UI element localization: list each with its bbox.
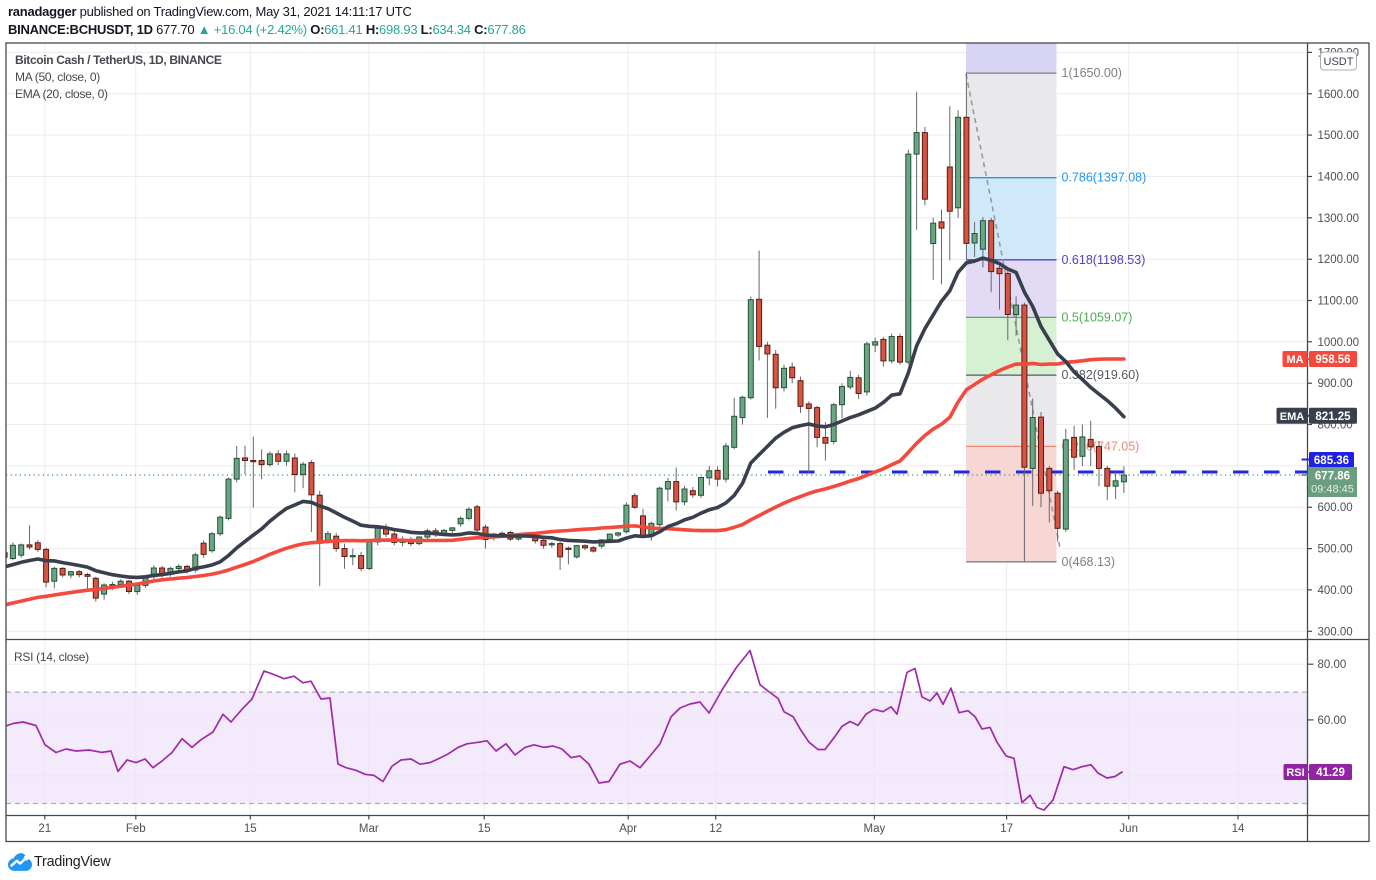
- svg-text:EMA (20, close, 0): EMA (20, close, 0): [15, 87, 108, 101]
- svg-text:400.00: 400.00: [1318, 585, 1353, 597]
- svg-text:1400.00: 1400.00: [1318, 172, 1360, 184]
- svg-text:1(1650.00): 1(1650.00): [1062, 66, 1122, 80]
- svg-text:RSI (14, close): RSI (14, close): [14, 650, 89, 664]
- svg-text:1300.00: 1300.00: [1318, 213, 1360, 225]
- svg-text:1600.00: 1600.00: [1318, 89, 1360, 101]
- svg-text:677.86: 677.86: [1315, 471, 1350, 483]
- svg-text:958.56: 958.56: [1315, 354, 1350, 366]
- svg-text:500.00: 500.00: [1318, 544, 1353, 556]
- svg-text:Jun: Jun: [1119, 823, 1138, 835]
- svg-text:MA (50, close, 0): MA (50, close, 0): [15, 70, 100, 84]
- svg-text:0(468.13): 0(468.13): [1062, 555, 1116, 569]
- svg-text:Apr: Apr: [619, 823, 637, 835]
- svg-text:17: 17: [1000, 823, 1013, 835]
- svg-text:15: 15: [244, 823, 257, 835]
- svg-text:Mar: Mar: [359, 823, 379, 835]
- svg-text:821.25: 821.25: [1315, 411, 1351, 423]
- svg-text:USDT: USDT: [1324, 56, 1354, 68]
- svg-text:EMA: EMA: [1280, 411, 1305, 423]
- svg-text:60.00: 60.00: [1318, 715, 1347, 727]
- svg-text:600.00: 600.00: [1318, 502, 1353, 514]
- svg-text:685.36: 685.36: [1314, 455, 1349, 467]
- svg-text:80.00: 80.00: [1318, 659, 1347, 671]
- svg-text:RSI: RSI: [1286, 767, 1304, 779]
- svg-text:1100.00: 1100.00: [1318, 296, 1359, 308]
- svg-text:0.618(1198.53): 0.618(1198.53): [1062, 253, 1146, 267]
- svg-text:1000.00: 1000.00: [1318, 337, 1360, 349]
- svg-text:41.29: 41.29: [1316, 767, 1345, 779]
- svg-text:1200.00: 1200.00: [1318, 254, 1360, 266]
- svg-text:Bitcoin Cash / TetherUS, 1D, B: Bitcoin Cash / TetherUS, 1D, BINANCE: [15, 53, 222, 67]
- svg-text:300.00: 300.00: [1318, 626, 1353, 638]
- svg-text:0.5(1059.07): 0.5(1059.07): [1062, 310, 1133, 324]
- svg-text:900.00: 900.00: [1318, 378, 1353, 390]
- svg-text:0.786(1397.08): 0.786(1397.08): [1062, 171, 1147, 185]
- svg-text:15: 15: [478, 823, 491, 835]
- svg-text:21: 21: [38, 823, 51, 835]
- svg-text:Feb: Feb: [126, 823, 146, 835]
- svg-text:May: May: [864, 823, 886, 835]
- svg-text:09:48:45: 09:48:45: [1311, 484, 1354, 496]
- svg-text:1500.00: 1500.00: [1318, 130, 1360, 142]
- svg-text:MA: MA: [1286, 354, 1303, 366]
- svg-text:14: 14: [1232, 823, 1245, 835]
- svg-text:12: 12: [709, 823, 722, 835]
